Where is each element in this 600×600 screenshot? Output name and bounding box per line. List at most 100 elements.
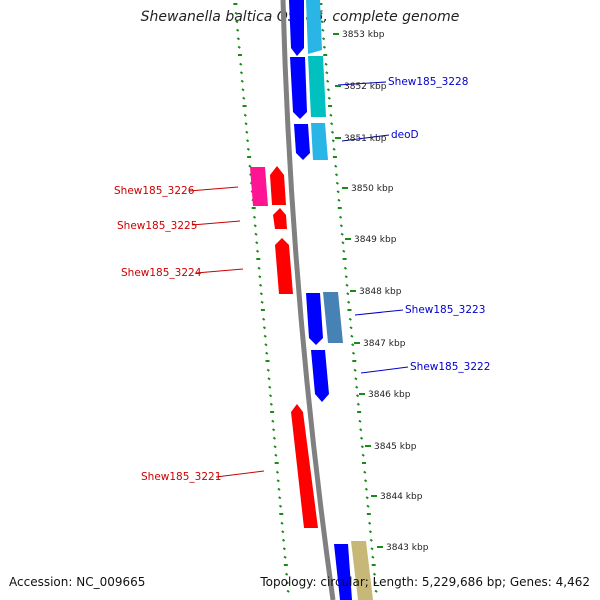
tick-mark-right (350, 334, 354, 338)
tick-mark-right (359, 436, 364, 440)
scale-label: 3849 kbp (354, 235, 397, 245)
leader-line (195, 268, 244, 274)
tick-mark-left (259, 283, 263, 287)
tick-mark-right (320, 20, 324, 24)
gene-arrow[interactable] (250, 167, 268, 206)
scale-label: 3851 kbp (344, 134, 387, 144)
tick-mark-left (239, 71, 244, 75)
gene-arrow[interactable] (306, 0, 322, 54)
tick-mark-left (258, 275, 262, 279)
scale-label: 3850 kbp (351, 184, 394, 194)
tick-mark-right (348, 317, 352, 321)
tick-mark-left (272, 436, 276, 440)
tick-mark-right (335, 181, 339, 185)
scale-label: 3848 kbp (359, 287, 402, 297)
tick-mark-right (345, 283, 349, 287)
tick-mark-left (260, 300, 264, 304)
tick-mark-right (342, 249, 346, 253)
tick-mark-right (340, 232, 344, 236)
leader-line (360, 366, 409, 374)
tick-mark-left (278, 496, 282, 500)
tick-mark-right (325, 71, 329, 75)
gene-arrow[interactable] (334, 544, 352, 600)
scale-label: 3847 kbp (363, 339, 406, 349)
gene-arrow[interactable] (308, 56, 326, 117)
tick-mark-left (280, 521, 284, 525)
gene-arrow[interactable] (275, 238, 293, 294)
tick-mark-right (344, 275, 348, 279)
tick-mark-right (334, 164, 338, 168)
tick-mark-left (263, 334, 267, 338)
tick-mark-right (338, 215, 343, 219)
gene-arrow[interactable] (306, 293, 323, 345)
gene-arrow[interactable] (294, 124, 310, 160)
gene-label[interactable]: Shew185_3228 (388, 76, 468, 88)
tick-mark-left (272, 428, 276, 432)
tick-mark-right (330, 130, 335, 134)
tick-mark-left (264, 343, 268, 347)
tick-mark-left (274, 453, 278, 457)
tick-mark-right (343, 266, 348, 270)
tick-mark-right (324, 62, 328, 66)
tick-mark-right (363, 470, 367, 474)
tick-mark-left (266, 368, 270, 372)
genome-summary: Topology: circular; Length: 5,229,686 bp… (260, 575, 590, 589)
gene-arrow[interactable] (351, 541, 373, 600)
tick-mark-right (334, 173, 339, 177)
gene-label[interactable]: Shew185_3221 (141, 471, 221, 483)
gene-arrow[interactable] (291, 404, 318, 528)
tick-mark-right (327, 96, 331, 100)
tick-mark-right (361, 453, 365, 457)
gene-arrow[interactable] (311, 350, 329, 402)
tick-mark-right (359, 428, 363, 432)
scale-label: 3852 kbp (344, 82, 387, 92)
tick-mark-right (341, 241, 345, 245)
tick-mark-left (268, 394, 273, 398)
tick-mark-left (242, 96, 246, 100)
tick-mark-left (281, 538, 286, 542)
gene-label[interactable]: Shew185_3226 (114, 185, 195, 197)
tick-mark-left (252, 215, 257, 219)
tick-mark-left (285, 572, 289, 576)
tick-mark-left (246, 147, 250, 151)
tick-mark-right (337, 198, 341, 202)
leader-line (188, 186, 239, 192)
gene-label[interactable]: Shew185_3225 (117, 220, 197, 232)
genome-backbone (280, 0, 336, 600)
tick-mark-left (262, 317, 266, 321)
tick-mark-right (373, 581, 377, 585)
tick-mark-left (273, 445, 277, 449)
gene-arrow[interactable] (270, 166, 286, 205)
tick-mark-left (276, 479, 280, 483)
tick-mark-left (269, 402, 273, 406)
gene-label[interactable]: Shew185_3224 (121, 267, 202, 279)
tick-mark-left (271, 419, 275, 423)
tick-mark-left (267, 377, 271, 381)
leader-line (191, 220, 241, 226)
scale-label: 3843 kbp (386, 543, 429, 553)
tick-mark-right (326, 88, 331, 92)
gene-label[interactable]: Shew185_3222 (410, 361, 490, 373)
gene-arrow[interactable] (323, 292, 343, 343)
tick-mark-right (353, 368, 357, 372)
tick-mark-right (331, 139, 335, 143)
tick-mark-left (237, 45, 241, 49)
accession-text: Accession: NC_009665 (9, 575, 146, 589)
gene-label[interactable]: Shew185_3223 (405, 304, 485, 316)
tick-mark-right (371, 555, 375, 559)
scale-label: 3853 kbp (342, 30, 385, 40)
tick-mark-right (329, 113, 333, 117)
gene-arrow[interactable] (289, 0, 304, 56)
gene-arrow[interactable] (273, 208, 287, 229)
tick-mark-left (241, 88, 245, 92)
tick-mark-right (364, 487, 369, 491)
scale-label: 3846 kbp (368, 390, 411, 400)
tick-mark-left (281, 530, 285, 534)
gene-label[interactable]: deoD (391, 129, 419, 141)
tick-mark-left (236, 28, 240, 32)
tick-mark-right (330, 122, 334, 126)
gene-arrow[interactable] (290, 57, 307, 119)
tick-mark-right (365, 496, 369, 500)
gene-arrow[interactable] (311, 123, 328, 160)
scale-label: 3844 kbp (380, 492, 423, 502)
